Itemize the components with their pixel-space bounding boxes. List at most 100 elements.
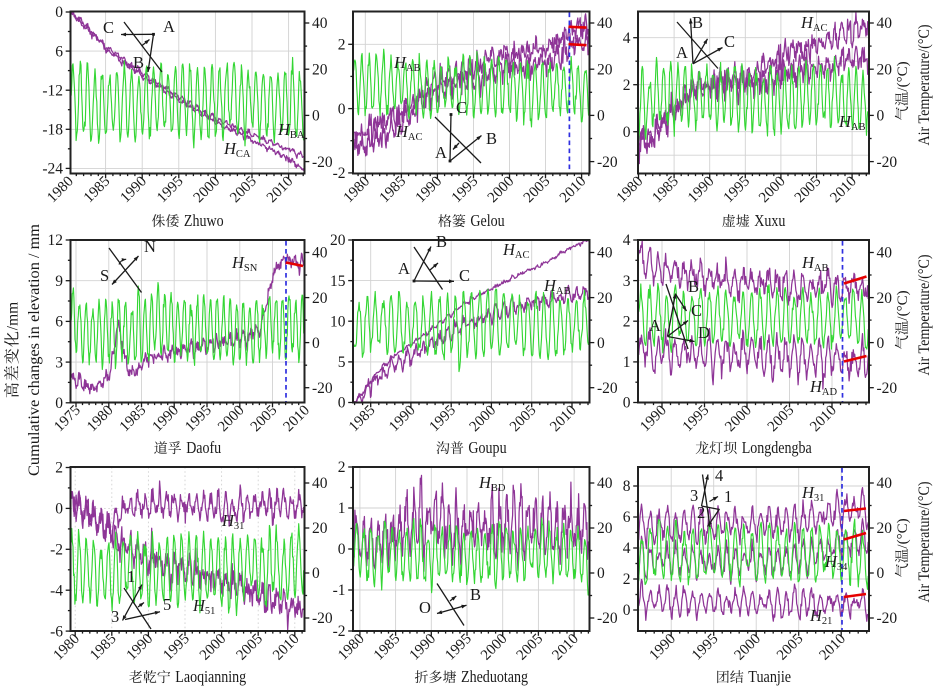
svg-text:1: 1	[127, 567, 135, 586]
svg-text:40: 40	[597, 245, 613, 262]
svg-text:6: 6	[55, 314, 63, 331]
svg-text:B: B	[436, 232, 447, 251]
svg-text:40: 40	[877, 475, 893, 492]
svg-text:-18: -18	[42, 122, 63, 139]
svg-text:8: 8	[623, 478, 631, 495]
svg-text:40: 40	[877, 15, 893, 32]
svg-text:3: 3	[111, 607, 119, 626]
svg-text:9: 9	[55, 273, 63, 290]
svg-text:/(°C): /(°C)	[895, 61, 911, 91]
svg-text:-24: -24	[42, 161, 63, 178]
svg-text:-20: -20	[597, 610, 618, 627]
svg-text:HAC: HAC	[395, 122, 423, 143]
svg-text:6: 6	[623, 509, 631, 526]
svg-text:HAB: HAB	[393, 53, 421, 74]
svg-text:0: 0	[597, 335, 605, 352]
svg-text:A: A	[398, 259, 410, 278]
svg-text:-2: -2	[333, 623, 346, 640]
svg-text:4: 4	[623, 30, 631, 47]
svg-text:3: 3	[623, 273, 631, 290]
svg-text:Cumulative changes in elevatio: Cumulative changes in elevation / mm	[26, 223, 43, 476]
svg-text:5: 5	[338, 354, 346, 371]
svg-text:0: 0	[877, 565, 885, 582]
svg-text:2: 2	[623, 313, 631, 330]
svg-text:2: 2	[623, 571, 631, 588]
svg-text:0: 0	[312, 335, 320, 352]
svg-text:20: 20	[312, 61, 328, 78]
svg-text:HAB: HAB	[801, 253, 829, 274]
svg-text:-6: -6	[50, 623, 63, 640]
svg-text:40: 40	[597, 15, 613, 32]
svg-text:40: 40	[312, 245, 328, 262]
svg-text:A: A	[435, 143, 447, 162]
svg-text:-2: -2	[333, 165, 346, 182]
svg-text:20: 20	[877, 520, 893, 537]
svg-text:2: 2	[697, 503, 705, 522]
svg-text:0: 0	[55, 395, 63, 412]
svg-text:/(°C): /(°C)	[895, 290, 911, 320]
svg-text:HBA: HBA	[277, 120, 305, 141]
svg-text:Xuxu: Xuxu	[754, 211, 785, 230]
svg-text:2: 2	[55, 460, 63, 477]
svg-text:0: 0	[338, 541, 346, 558]
svg-text:B: B	[688, 277, 699, 296]
svg-text:1: 1	[338, 500, 346, 517]
svg-text:0: 0	[312, 565, 320, 582]
svg-text:20: 20	[312, 290, 328, 307]
svg-text:-20: -20	[312, 154, 333, 171]
svg-text:-20: -20	[597, 380, 618, 397]
svg-text:HAC: HAC	[502, 240, 530, 261]
svg-text:-20: -20	[877, 610, 898, 627]
svg-text:2: 2	[623, 77, 631, 94]
svg-text:C: C	[724, 32, 735, 51]
svg-text:1: 1	[724, 487, 732, 506]
svg-text:HCA: HCA	[223, 139, 251, 160]
svg-text:3: 3	[55, 354, 63, 371]
svg-text:-20: -20	[597, 154, 618, 171]
svg-text:HBD: HBD	[478, 473, 506, 494]
svg-text:B: B	[470, 585, 481, 604]
svg-text:H21: H21	[809, 606, 832, 627]
svg-text:C: C	[459, 266, 470, 285]
svg-text:/mm: /mm	[5, 302, 22, 330]
svg-text:0: 0	[55, 4, 63, 21]
svg-text:Tuanjie: Tuanjie	[748, 667, 791, 686]
svg-text:2: 2	[338, 37, 346, 54]
svg-text:-20: -20	[312, 380, 333, 397]
svg-text:15: 15	[330, 273, 346, 290]
svg-text:0: 0	[877, 335, 885, 352]
svg-text:C: C	[691, 301, 702, 320]
svg-text:H51: H51	[192, 596, 215, 617]
svg-text:O: O	[419, 598, 431, 617]
svg-text:0: 0	[312, 108, 320, 125]
svg-text:C: C	[103, 18, 114, 37]
svg-text:B: B	[692, 13, 703, 32]
svg-text:Air Temperature/(°C): Air Temperature/(°C)	[916, 25, 933, 146]
svg-text:-12: -12	[42, 82, 63, 99]
svg-text:-2: -2	[50, 542, 63, 559]
svg-text:40: 40	[312, 475, 328, 492]
svg-text:0: 0	[623, 602, 631, 619]
svg-text:6: 6	[55, 43, 63, 60]
svg-text:20: 20	[330, 232, 346, 249]
svg-text:20: 20	[597, 290, 613, 307]
svg-text:20: 20	[312, 520, 328, 537]
svg-text:12: 12	[48, 232, 64, 249]
svg-text:-1: -1	[333, 582, 346, 599]
svg-text:B: B	[133, 53, 144, 72]
svg-text:D: D	[698, 323, 710, 342]
svg-text:-20: -20	[877, 154, 898, 171]
svg-text:B: B	[486, 129, 497, 148]
svg-text:HAB: HAB	[838, 112, 866, 133]
svg-text:40: 40	[877, 245, 893, 262]
svg-text:0: 0	[55, 501, 63, 518]
svg-text:1: 1	[623, 354, 631, 371]
svg-text:HAB: HAB	[543, 276, 571, 297]
svg-text:20: 20	[597, 61, 613, 78]
svg-text:Zheduotang: Zheduotang	[461, 667, 528, 686]
svg-text:H31: H31	[801, 483, 824, 504]
svg-text:0: 0	[597, 108, 605, 125]
svg-text:C: C	[456, 98, 467, 117]
svg-text:Zhuwo: Zhuwo	[184, 211, 224, 230]
svg-text:-20: -20	[312, 610, 333, 627]
